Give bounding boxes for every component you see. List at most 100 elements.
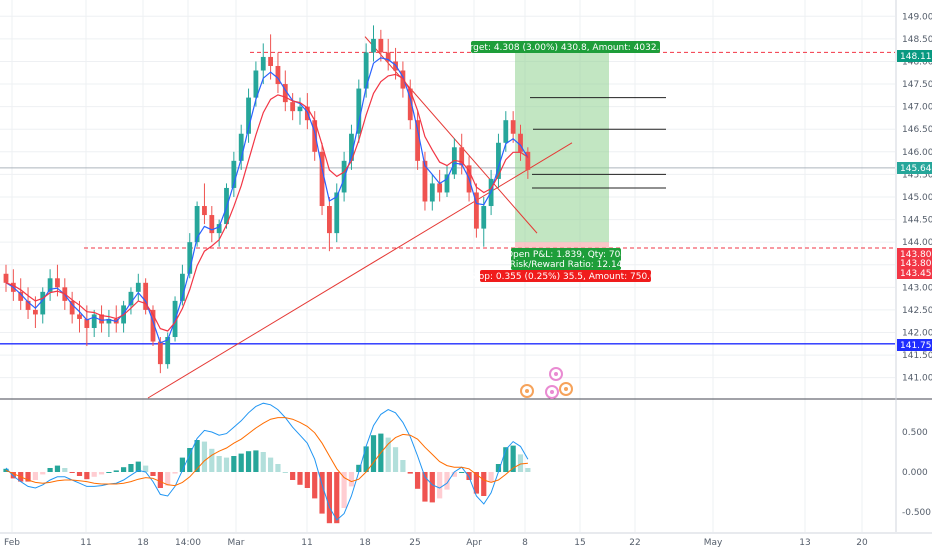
- macd-histogram-bar: [363, 446, 369, 472]
- candle-body: [518, 133, 523, 152]
- price-tag: [897, 50, 932, 62]
- time-axis[interactable]: Feb 11 18 14:00 Mar 11 18 25 Apr 8 15 22 May 13 20: [4, 538, 868, 548]
- time-tick-label: 18: [359, 538, 371, 548]
- macd-histogram-bar: [165, 472, 171, 486]
- open-pnl-label-text: Open P&L: 1.839, Qty: 704: [506, 250, 626, 260]
- candle-body: [99, 314, 104, 324]
- macd-histogram-bar: [275, 464, 281, 472]
- price-tick-label: 145.000: [902, 193, 932, 203]
- time-tick-label: 11: [301, 538, 312, 548]
- candle-body: [84, 318, 90, 328]
- price-tick-label: 143.000: [902, 283, 932, 293]
- candle-body: [260, 56, 266, 71]
- macd-histogram-bar: [290, 472, 296, 480]
- macd-histogram-bar: [473, 472, 479, 494]
- macd-histogram-bar: [488, 472, 494, 483]
- candle-body: [187, 242, 193, 274]
- candle-body: [55, 278, 60, 288]
- candle-body: [238, 133, 244, 161]
- candle-body: [128, 291, 134, 306]
- macd-histogram-bar: [135, 461, 141, 472]
- candle-body: [319, 151, 325, 207]
- price-tick-label: 147.000: [902, 103, 932, 113]
- macd-histogram-bar: [422, 472, 428, 502]
- moving-average-line: [5, 57, 529, 344]
- time-tick-label: 13: [799, 538, 810, 548]
- stop-zone-rect: [515, 242, 609, 249]
- price-tag-label: 143.450: [900, 269, 932, 279]
- macd-histogram-bar: [282, 472, 288, 473]
- macd-indicator: [3, 402, 531, 524]
- candle-body: [106, 318, 112, 324]
- macd-histogram-bar: [143, 465, 149, 472]
- macd-histogram-bar: [341, 472, 347, 508]
- candle-body: [371, 38, 376, 53]
- candle-body: [334, 192, 340, 234]
- macd-histogram-bar: [312, 472, 318, 499]
- macd-histogram-bar: [98, 472, 105, 475]
- event-marker-dot: [554, 372, 558, 376]
- candle-body: [143, 282, 149, 310]
- macd-histogram-bar: [40, 472, 46, 475]
- candle-body: [77, 314, 82, 319]
- price-tick-label: 148.500: [902, 35, 932, 45]
- candle-body: [253, 70, 259, 98]
- macd-histogram-bar: [525, 468, 531, 472]
- macd-histogram-bar: [128, 464, 134, 472]
- candle-body: [429, 183, 435, 202]
- event-markers[interactable]: [520, 367, 573, 399]
- candle-body: [349, 133, 354, 161]
- time-tick-label: 18: [137, 538, 149, 548]
- price-tag-label: 143.805: [900, 259, 932, 269]
- time-tick-label: Mar: [228, 538, 245, 548]
- macd-histogram-bar: [481, 472, 487, 496]
- candle-body: [282, 84, 288, 103]
- target-label-text: Target: 4.308 (3.00%) 430.8, Amount: 403…: [459, 43, 671, 53]
- candle-body: [194, 206, 200, 243]
- candle-body: [341, 160, 347, 193]
- candle-body: [510, 120, 516, 134]
- candle-body: [3, 273, 9, 283]
- macd-histogram-bar: [231, 456, 237, 472]
- candle-body: [180, 273, 185, 301]
- macd-histogram-bar: [216, 456, 222, 472]
- candle-body: [496, 142, 501, 179]
- macd-histogram-bar: [459, 472, 465, 473]
- macd-histogram-bar: [187, 448, 193, 472]
- price-tick-label: 149.000: [902, 12, 932, 22]
- macd-histogram-bar: [400, 460, 406, 472]
- candle-body: [216, 224, 222, 234]
- macd-histogram-bar: [319, 472, 325, 514]
- price-tick-label: 142.000: [902, 329, 932, 339]
- macd-histogram-bar: [415, 472, 421, 489]
- candle-body: [135, 282, 141, 292]
- candle-body: [209, 215, 215, 234]
- price-tick-label: 146.500: [902, 125, 932, 135]
- macd-histogram-bar: [510, 445, 516, 472]
- candle-body: [356, 88, 362, 134]
- target-label-box: [471, 41, 660, 53]
- macd-histogram-bar: [304, 472, 310, 488]
- candle-body: [459, 147, 465, 166]
- candle-body: [18, 291, 24, 301]
- macd-histogram-bar: [348, 472, 355, 487]
- macd-histogram-bar: [172, 472, 178, 474]
- macd-histogram-bar: [157, 472, 163, 488]
- price-tick-label: 146.000: [902, 148, 932, 158]
- macd-histogram-bar: [54, 465, 61, 472]
- event-marker-dot: [550, 390, 554, 394]
- macd-histogram-bar: [194, 440, 200, 472]
- candle-body: [246, 97, 251, 134]
- candle-body: [415, 120, 420, 161]
- macd-histogram-bar: [223, 457, 230, 472]
- macd-histogram-bar: [392, 447, 399, 472]
- macd-tick-label: 0.500: [902, 428, 928, 438]
- macd-histogram-bar: [495, 464, 502, 472]
- candle-body: [69, 300, 75, 315]
- time-tick-label: 20: [856, 538, 868, 548]
- candle-body: [165, 337, 171, 365]
- macd-tick-label: -0.500: [902, 508, 931, 518]
- macd-histogram-bar: [91, 472, 97, 477]
- price-tick-label: 144.500: [902, 216, 932, 226]
